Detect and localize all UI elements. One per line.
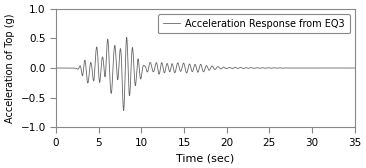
Y-axis label: Acceleration of Top (g): Acceleration of Top (g) (5, 13, 15, 123)
Acceleration Response from EQ3 (164, 64, 169, 66)
Line: Acceleration Response from EQ3: Acceleration Response from EQ3 (56, 37, 355, 111)
Acceleration Response from EQ3 (120, 69, 124, 71)
Acceleration Response from EQ3 (54, 67, 58, 69)
Acceleration Response from EQ3 (104, 67, 108, 69)
Acceleration Response from EQ3 (351, 67, 355, 69)
X-axis label: Time (sec): Time (sec) (176, 153, 235, 163)
Acceleration Response from EQ3 (352, 67, 357, 69)
Legend: Acceleration Response from EQ3: Acceleration Response from EQ3 (158, 14, 350, 33)
Acceleration Response from EQ3 (123, 66, 127, 68)
Acceleration Response from EQ3 (122, 110, 126, 112)
Acceleration Response from EQ3 (124, 36, 129, 38)
Acceleration Response from EQ3 (188, 66, 193, 68)
